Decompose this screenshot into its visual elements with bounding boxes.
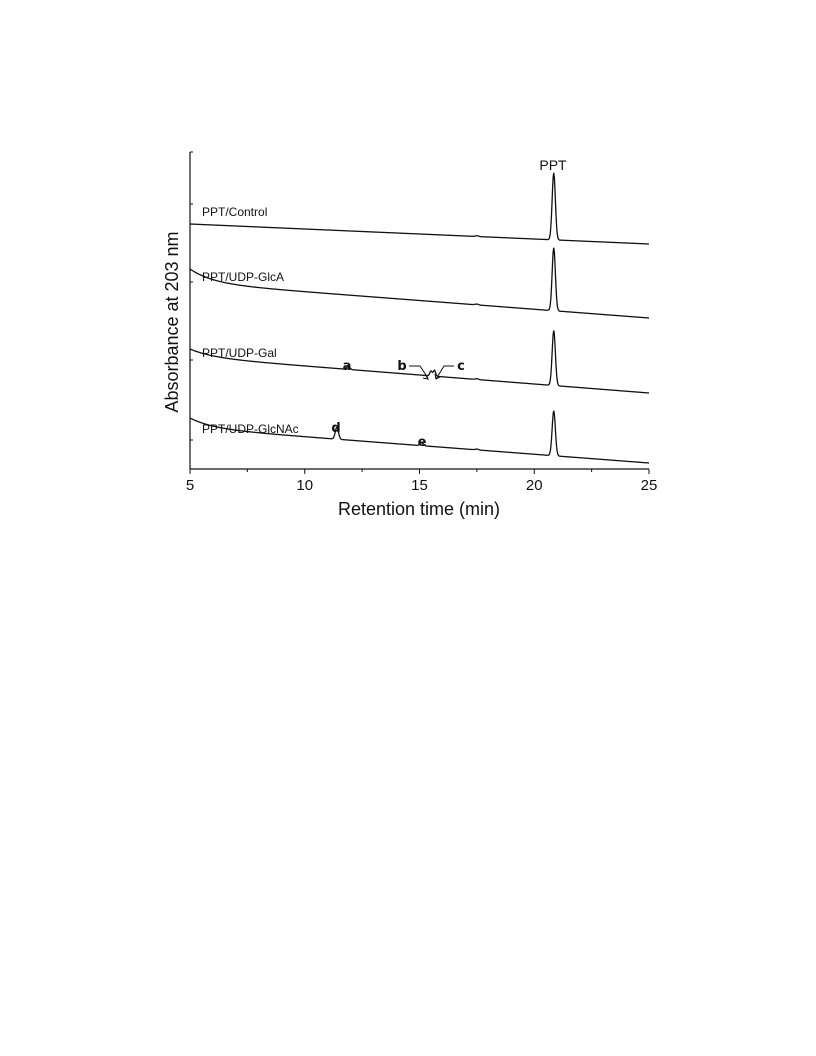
- x-tick-label: 10: [296, 477, 313, 494]
- peak-label-d: d: [331, 421, 340, 436]
- x-axis-label: Retention time (min): [338, 499, 500, 519]
- x-tick-label: 15: [411, 477, 428, 494]
- axes: 5 10 15 20 25: [186, 151, 658, 494]
- arrowhead-c: [434, 373, 441, 380]
- x-tick-label: 20: [526, 477, 543, 494]
- labels: PPT/Control PPT/UDP-GlcA PPT/UDP-Gal PPT/UD…: [202, 157, 567, 450]
- trace-4: [189, 410, 650, 464]
- peak-label-ppt: PPT: [539, 157, 567, 173]
- y-axis-label: Absorbance at 203 nm: [162, 231, 182, 412]
- trace-2: [189, 247, 650, 319]
- arrow-c: [435, 365, 454, 380]
- series-label: PPT/UDP-GlcNAc: [202, 422, 299, 436]
- x-tick-label: 5: [186, 477, 194, 494]
- series-label: PPT/UDP-Gal: [202, 346, 277, 360]
- series-label: PPT/Control: [202, 205, 267, 219]
- traces: [189, 172, 650, 464]
- peak-label-e: e: [418, 435, 427, 450]
- peak-label-c: c: [457, 359, 465, 374]
- series-label: PPT/UDP-GlcA: [202, 270, 284, 284]
- trace-1: [189, 172, 650, 245]
- peak-label-b: b: [397, 359, 406, 374]
- arrow-b: [409, 365, 429, 379]
- x-tick-label: 25: [641, 477, 658, 494]
- peak-label-a: a: [343, 359, 352, 374]
- arrowhead-b: [422, 373, 430, 380]
- trace-3: [189, 330, 650, 394]
